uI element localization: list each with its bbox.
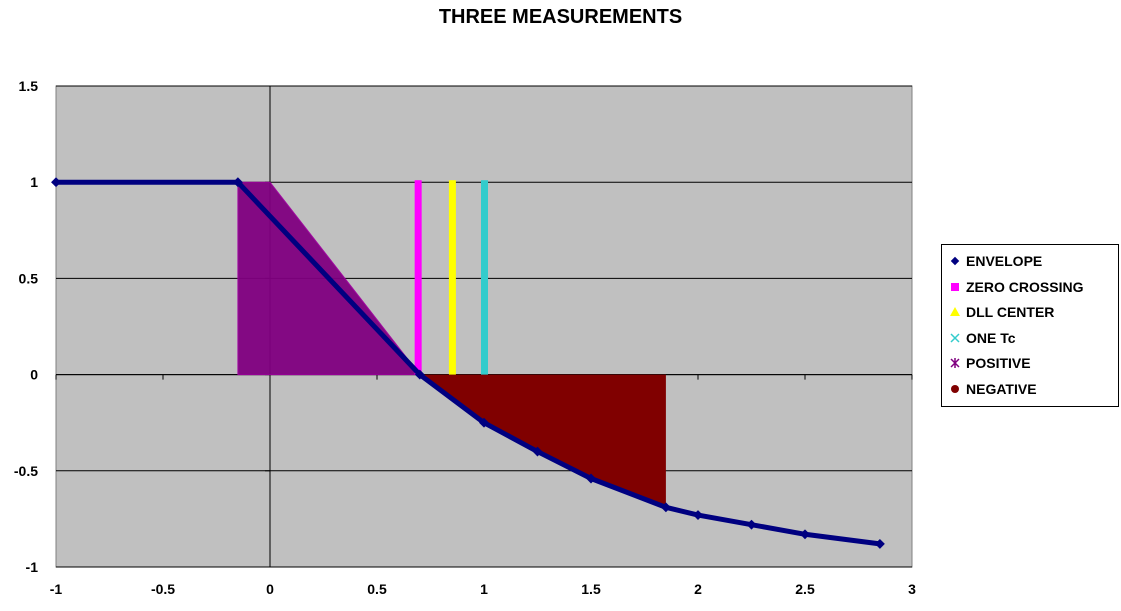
legend-label: ONE Tc xyxy=(966,329,1016,346)
envelope-point xyxy=(874,538,885,549)
x-tick-label: 2.5 xyxy=(795,581,815,597)
envelope-point xyxy=(746,519,757,530)
legend-item: NEGATIVE xyxy=(942,379,1037,399)
legend-marker-icon xyxy=(942,353,966,373)
legend-label: ENVELOPE xyxy=(966,253,1043,269)
x-marker xyxy=(950,332,960,343)
series-negative xyxy=(419,374,666,508)
envelope-point xyxy=(232,177,243,188)
y-tick-label: 0 xyxy=(30,367,38,383)
x-tick-label: 1 xyxy=(480,581,488,597)
x-tick-label: 1.5 xyxy=(581,581,601,597)
x-tick-label: 3 xyxy=(908,581,916,597)
legend-item: POSITIVE xyxy=(942,353,1031,373)
legend-label: POSITIVE xyxy=(966,355,1031,371)
legend-item: DLL CENTER xyxy=(942,302,1054,322)
star-marker xyxy=(950,358,960,368)
legend-item: ENVELOPE xyxy=(942,251,1042,271)
legend-marker-icon xyxy=(942,302,966,322)
envelope-point xyxy=(532,446,543,457)
y-tick-label: -1 xyxy=(26,559,39,575)
legend-item: ZERO CROSSING xyxy=(942,277,1083,297)
diamond-marker xyxy=(950,256,960,266)
x-tick-label: 0.5 xyxy=(367,581,387,597)
legend-label: ZERO CROSSING xyxy=(966,278,1084,295)
envelope-point xyxy=(800,529,810,540)
x-tick-label: -0.5 xyxy=(151,581,175,597)
legend-marker-icon xyxy=(942,251,966,271)
legend-marker-icon xyxy=(942,379,966,399)
envelope-point xyxy=(51,177,61,188)
series-layer xyxy=(51,177,885,549)
square-marker xyxy=(951,282,959,291)
circle-marker xyxy=(951,384,959,393)
envelope-point xyxy=(660,502,671,513)
envelope-point xyxy=(693,510,703,521)
legend-label: NEGATIVE xyxy=(966,380,1037,397)
x-tick-label: 0 xyxy=(266,581,274,597)
chart-title: THREE MEASUREMENTS xyxy=(438,6,683,28)
y-tick-label: 1.5 xyxy=(19,78,39,94)
series-one-tc xyxy=(481,180,488,375)
series-zero-crossing xyxy=(414,180,422,375)
x-tick-label: -1 xyxy=(50,581,63,597)
y-tick-label: -0.5 xyxy=(14,463,38,479)
envelope-point xyxy=(586,473,596,484)
y-tick-label: 1 xyxy=(30,174,38,190)
legend-marker-icon xyxy=(942,277,966,297)
legend-marker-icon xyxy=(942,328,966,348)
y-tick-label: 0.5 xyxy=(19,270,39,286)
x-tick-labels: -1 -0.5 0 0.5 1 1.5 2 2.5 3 xyxy=(50,581,916,597)
x-tick-label: 2 xyxy=(694,581,702,597)
y-tick-labels: -1 -0.5 0 0.5 1 1.5 xyxy=(14,78,38,575)
triangle-marker xyxy=(950,307,960,316)
legend: ENVELOPE ZERO CROSSING DLL CENTER ONE Tc POS… xyxy=(941,244,1119,407)
legend-label: DLL CENTER xyxy=(966,304,1055,320)
series-dll-center xyxy=(448,180,456,375)
legend-item: ONE Tc xyxy=(942,328,1016,348)
envelope-point xyxy=(414,369,425,380)
envelope-point xyxy=(479,417,489,428)
